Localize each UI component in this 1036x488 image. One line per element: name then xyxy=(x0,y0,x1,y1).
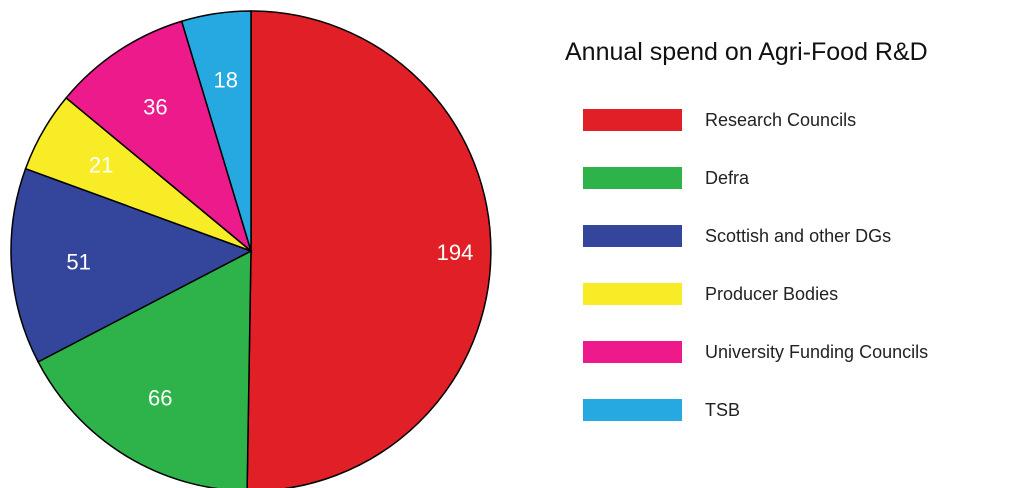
pie-slice-research-councils xyxy=(246,10,492,488)
legend-swatch xyxy=(583,283,682,305)
chart-title: Annual spend on Agri-Food R&D xyxy=(565,38,928,66)
legend-swatch xyxy=(583,225,682,247)
legend-swatch xyxy=(583,399,682,421)
legend-label: Scottish and other DGs xyxy=(705,226,892,246)
data-label-university-funding-councils: 36 xyxy=(143,95,167,120)
pie-slice-university-funding-councils xyxy=(65,20,253,254)
legend-swatch xyxy=(583,109,682,131)
pie-slice-defra xyxy=(37,249,252,488)
data-label-scottish-and-other-dgs: 51 xyxy=(66,250,90,275)
legend-swatch xyxy=(583,167,682,189)
legend-label: Defra xyxy=(705,168,750,188)
pie-chart: 194 66 51 21 36 18 xyxy=(10,10,492,488)
legend-label: Producer Bodies xyxy=(705,284,839,304)
legend-swatch xyxy=(583,341,682,363)
data-label-producer-bodies: 21 xyxy=(89,153,113,178)
legend-label: Research Councils xyxy=(705,110,857,130)
data-label-research-councils: 194 xyxy=(437,240,474,265)
data-label-tsb: 18 xyxy=(214,68,238,93)
pie-slice-scottish-and-other-dgs xyxy=(10,167,253,363)
legend-label: University Funding Councils xyxy=(705,342,929,362)
legend-label: TSB xyxy=(705,400,741,420)
pie-slice-tsb xyxy=(180,10,252,252)
data-label-defra: 66 xyxy=(148,386,172,411)
